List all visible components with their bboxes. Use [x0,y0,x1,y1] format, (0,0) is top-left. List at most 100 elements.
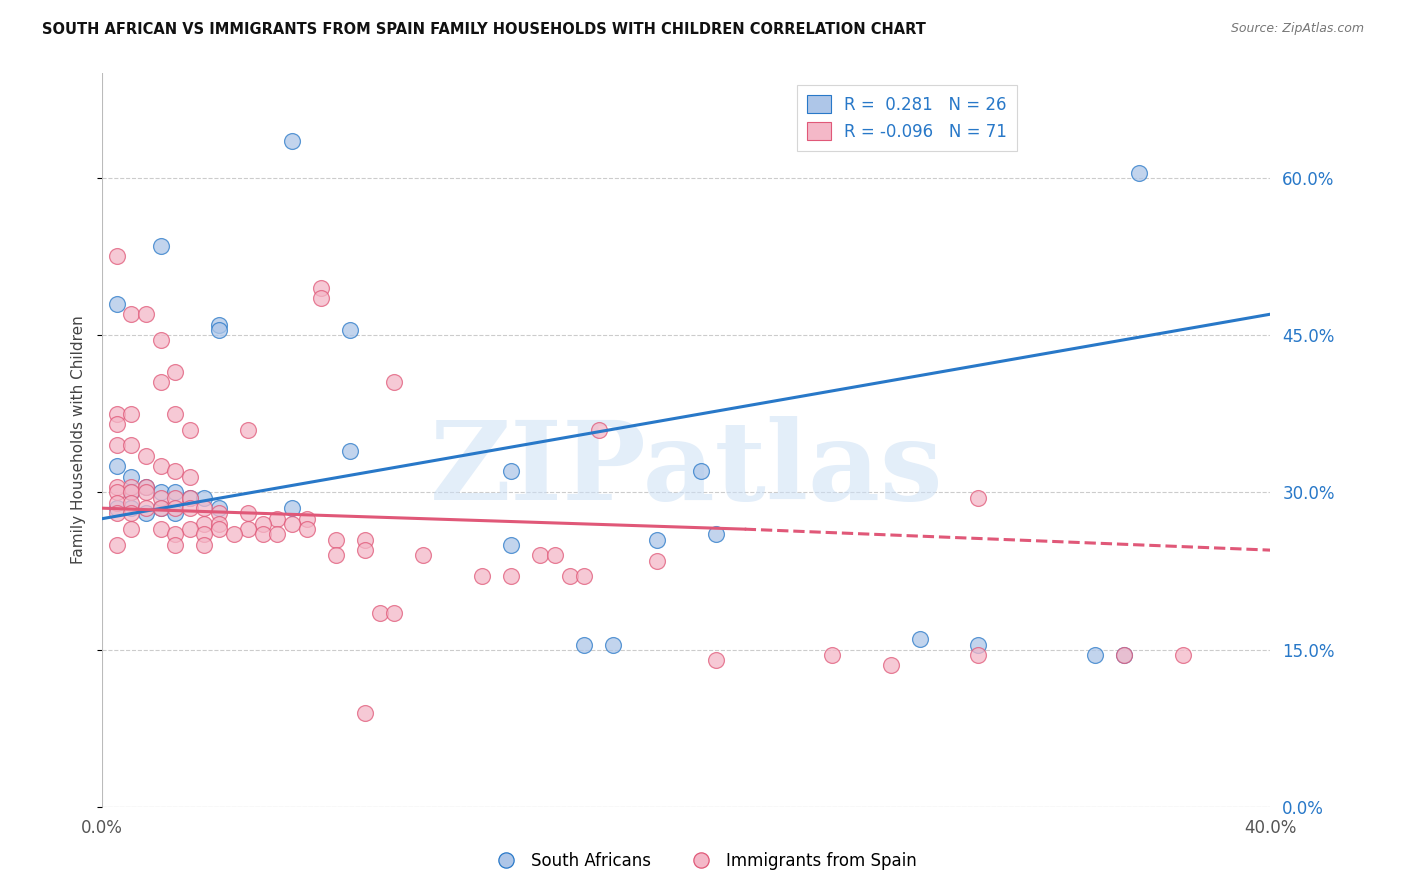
Point [105,296,128,310]
Point [105,250,128,264]
Point [165,491,187,505]
Point [149,334,172,348]
Point [193,516,215,531]
Point [105,417,128,432]
Point [179,501,201,516]
Point [120,507,142,521]
Point [165,527,187,541]
Point [354,543,377,558]
Point [208,501,231,516]
Point [105,496,128,510]
Point [645,553,668,567]
Point [208,507,231,521]
Point [105,407,128,421]
Point [120,407,142,421]
Point [558,569,581,583]
Point [165,501,187,516]
Point [193,491,215,505]
Point [967,491,990,505]
Point [295,522,318,536]
Point [588,423,610,437]
Point [252,527,274,541]
Point [120,480,142,494]
Point [208,516,231,531]
Point [165,538,187,552]
Point [281,501,304,516]
Point [281,516,304,531]
Point [135,485,157,500]
Text: Source: ZipAtlas.com: Source: ZipAtlas.com [1230,22,1364,36]
Point [501,538,523,552]
Point [368,606,391,620]
Point [880,658,903,673]
Point [266,527,288,541]
Point [179,522,201,536]
Point [120,469,142,483]
Y-axis label: Family Households with Children: Family Households with Children [72,316,86,565]
Point [149,459,172,474]
Point [120,485,142,500]
Point [704,527,727,541]
Point [120,496,142,510]
Point [135,480,157,494]
Point [149,501,172,516]
Point [179,491,201,505]
Point [281,134,304,148]
Legend: R =  0.281   N = 26, R = -0.096   N = 71: R = 0.281 N = 26, R = -0.096 N = 71 [797,85,1017,151]
Point [135,449,157,463]
Point [704,653,727,667]
Point [967,648,990,662]
Point [266,511,288,525]
Point [165,507,187,521]
Point [120,522,142,536]
Legend: South Africans, Immigrants from Spain: South Africans, Immigrants from Spain [482,846,924,877]
Point [105,507,128,521]
Point [238,423,260,437]
Point [325,533,347,547]
Point [252,516,274,531]
Point [382,606,405,620]
Text: ZIPatlas: ZIPatlas [430,416,943,523]
Point [309,281,332,295]
Point [149,491,172,505]
Point [149,239,172,253]
Point [1114,648,1136,662]
Point [238,522,260,536]
Point [222,527,245,541]
Point [149,485,172,500]
Point [1128,166,1150,180]
Point [821,648,844,662]
Point [572,569,595,583]
Point [208,522,231,536]
Point [908,632,931,647]
Point [120,501,142,516]
Point [544,549,567,563]
Point [120,485,142,500]
Point [165,407,187,421]
Point [690,465,713,479]
Point [149,522,172,536]
Point [193,538,215,552]
Point [1084,648,1107,662]
Point [412,549,434,563]
Point [529,549,551,563]
Point [105,438,128,452]
Point [165,465,187,479]
Point [602,638,624,652]
Point [105,485,128,500]
Point [382,376,405,390]
Point [501,569,523,583]
Point [179,491,201,505]
Point [105,459,128,474]
Point [193,527,215,541]
Point [135,501,157,516]
Point [471,569,494,583]
Point [572,638,595,652]
Point [325,549,347,563]
Point [105,480,128,494]
Point [165,365,187,379]
Point [149,501,172,516]
Point [1171,648,1194,662]
Point [645,533,668,547]
Point [238,507,260,521]
